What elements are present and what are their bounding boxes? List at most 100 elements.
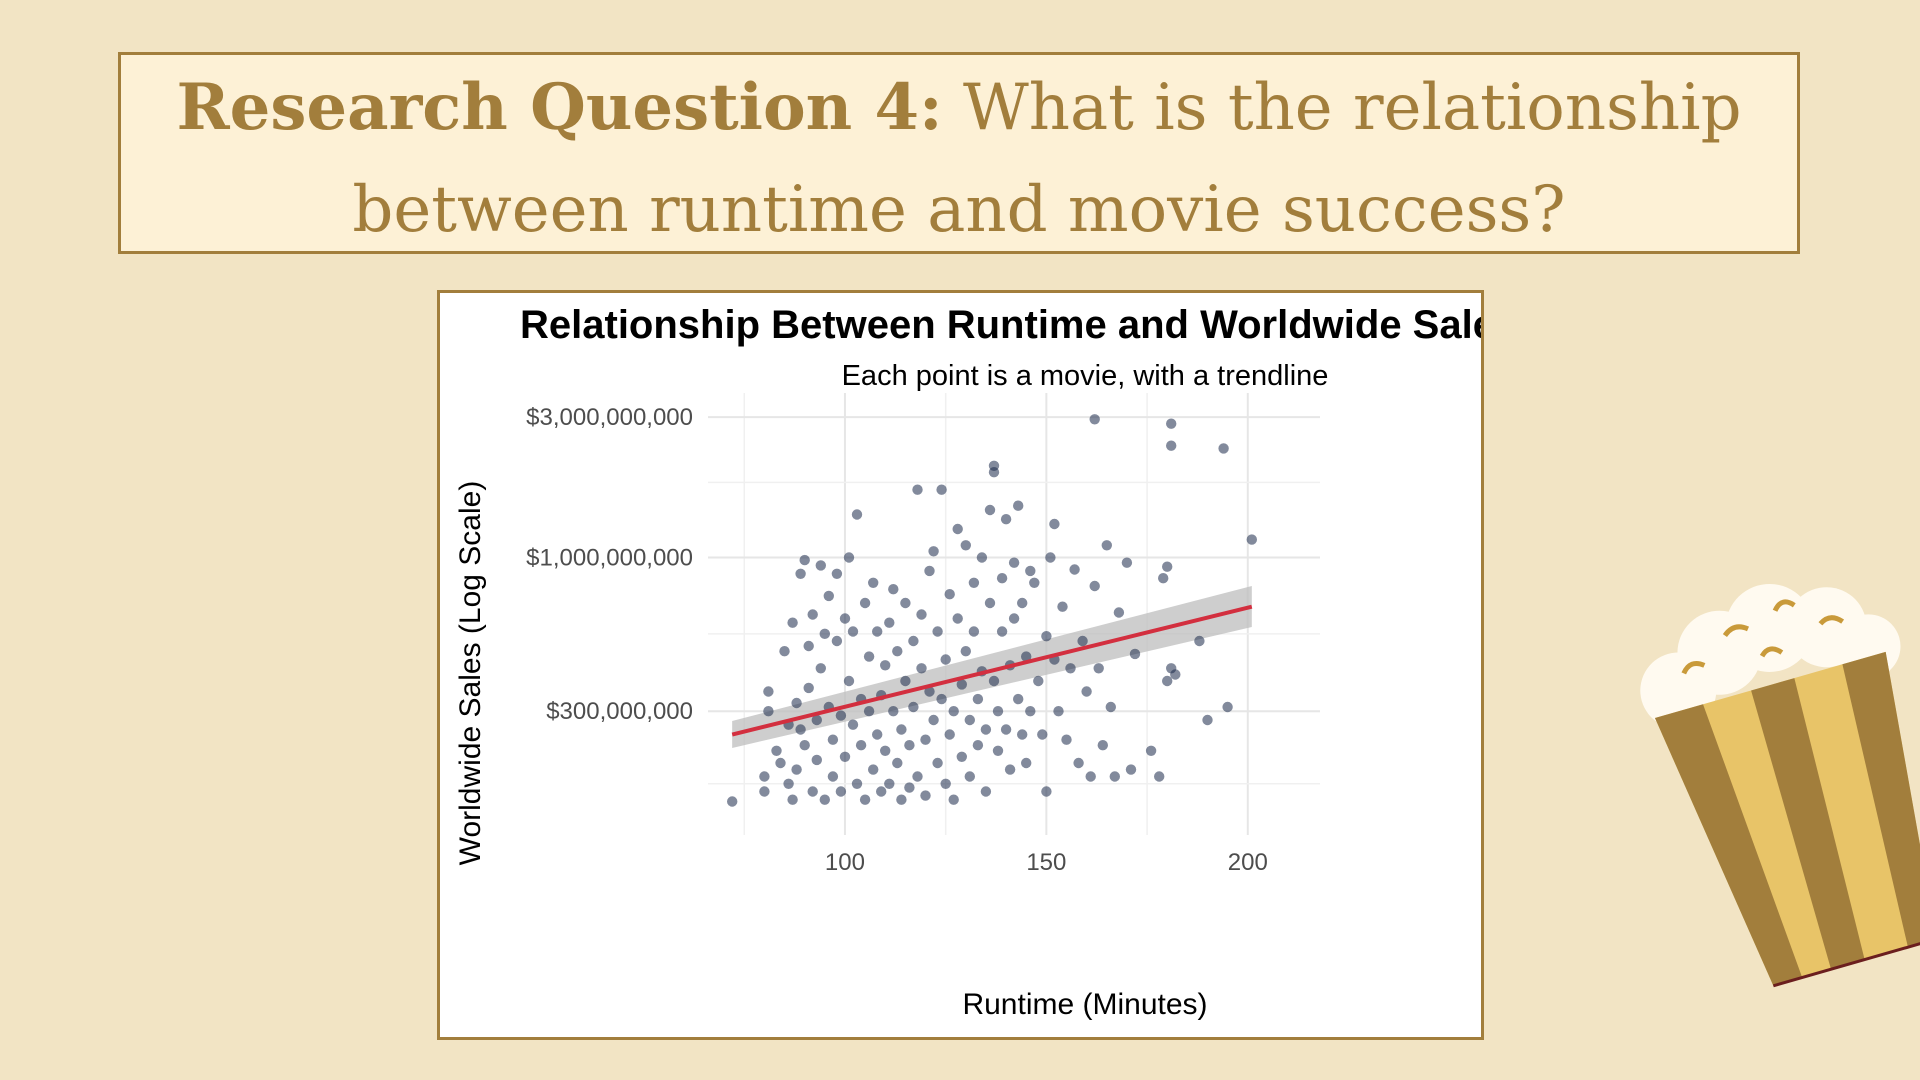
data-point: [1081, 686, 1092, 697]
research-question-label: Research Question 4:: [176, 70, 943, 145]
data-point: [988, 467, 1000, 478]
y-axis-label: Worldwide Sales (Log Scale): [454, 481, 487, 866]
data-point: [835, 786, 847, 797]
data-point: [1121, 557, 1133, 568]
data-point: [783, 778, 794, 789]
data-point: [859, 597, 871, 609]
data-point: [960, 646, 971, 657]
data-point: [964, 714, 975, 726]
data-point: [1013, 693, 1024, 705]
confidence-band: [732, 585, 1252, 748]
y-tick-label: $1,000,000,000: [526, 544, 693, 571]
data-point: [763, 706, 774, 717]
data-point: [900, 675, 911, 687]
data-point: [904, 740, 915, 751]
data-point: [1021, 757, 1032, 769]
data-point: [843, 675, 855, 687]
data-point: [880, 745, 891, 756]
data-point: [1073, 757, 1084, 769]
data-point: [992, 706, 1004, 717]
data-point: [1145, 745, 1157, 756]
data-point: [936, 484, 947, 495]
data-point: [888, 706, 899, 717]
x-tick-label: 200: [1228, 849, 1268, 876]
data-point: [900, 597, 911, 609]
y-tick-label: $3,000,000,000: [526, 404, 693, 431]
data-point: [811, 714, 822, 726]
data-point: [908, 635, 919, 647]
data-point: [771, 745, 782, 756]
data-point: [1025, 706, 1036, 717]
data-point: [827, 771, 839, 782]
data-point: [1129, 648, 1141, 660]
data-point: [944, 589, 955, 600]
data-point: [880, 660, 891, 671]
trendline-group: [731, 604, 1253, 737]
data-point: [940, 778, 951, 789]
data-point: [872, 729, 883, 740]
data-point: [859, 794, 871, 805]
trendline: [731, 604, 1253, 737]
data-point: [1097, 740, 1108, 751]
data-point: [1013, 500, 1024, 511]
data-point: [1158, 573, 1169, 584]
data-point: [936, 693, 947, 705]
data-point: [984, 597, 996, 609]
data-point: [851, 778, 863, 789]
data-point: [1077, 635, 1088, 647]
slide-title-text-1: What is the relationship: [942, 71, 1742, 145]
data-point: [759, 771, 770, 782]
data-point: [1109, 771, 1120, 782]
data-point: [1166, 440, 1177, 451]
data-point: [872, 626, 883, 637]
data-point: [916, 609, 927, 620]
data-point: [863, 651, 875, 662]
data-point: [996, 573, 1008, 584]
data-point: [1194, 635, 1205, 647]
data-point: [775, 757, 786, 769]
data-point: [868, 577, 879, 588]
data-point: [1162, 675, 1173, 687]
data-point: [964, 771, 975, 782]
data-point: [1004, 764, 1016, 775]
data-point: [940, 654, 951, 665]
data-point: [972, 740, 984, 751]
data-point: [980, 786, 992, 797]
slide-title-line-2: between runtime and movie success?: [352, 173, 1566, 247]
data-point: [819, 794, 830, 805]
data-point: [1065, 663, 1076, 674]
data-point: [868, 764, 879, 775]
data-point: [763, 686, 774, 697]
tick-labels: 100 150 200 $300,000,000 $1,000,000,000 $3,00…: [526, 404, 1268, 876]
data-point: [1037, 729, 1048, 740]
data-point: [968, 626, 980, 637]
data-point: [835, 710, 847, 721]
data-point: [1041, 631, 1052, 642]
data-point: [1061, 734, 1072, 745]
data-point: [803, 640, 814, 652]
data-point: [1202, 714, 1213, 726]
confidence-band-group: [732, 585, 1252, 748]
data-point: [980, 724, 992, 735]
data-point: [1246, 534, 1257, 545]
data-point: [759, 786, 770, 797]
data-point: [831, 568, 843, 579]
points-group: [727, 414, 1257, 807]
data-point: [884, 617, 895, 628]
x-axis-label: Runtime (Minutes): [962, 988, 1207, 1021]
data-point: [1105, 701, 1116, 713]
data-point: [896, 794, 907, 805]
data-point: [1093, 663, 1104, 674]
data-point: [876, 786, 887, 797]
data-point: [847, 719, 859, 730]
data-point: [787, 617, 798, 628]
data-point: [928, 714, 939, 726]
data-point: [727, 796, 738, 807]
data-point: [1045, 552, 1056, 563]
x-tick-label: 150: [1026, 849, 1066, 876]
data-point: [1017, 597, 1028, 609]
data-point: [972, 693, 984, 705]
data-point: [932, 626, 943, 637]
data-point: [863, 706, 875, 717]
chart-subtitle: Each point is a movie, with a trendline: [842, 360, 1329, 392]
